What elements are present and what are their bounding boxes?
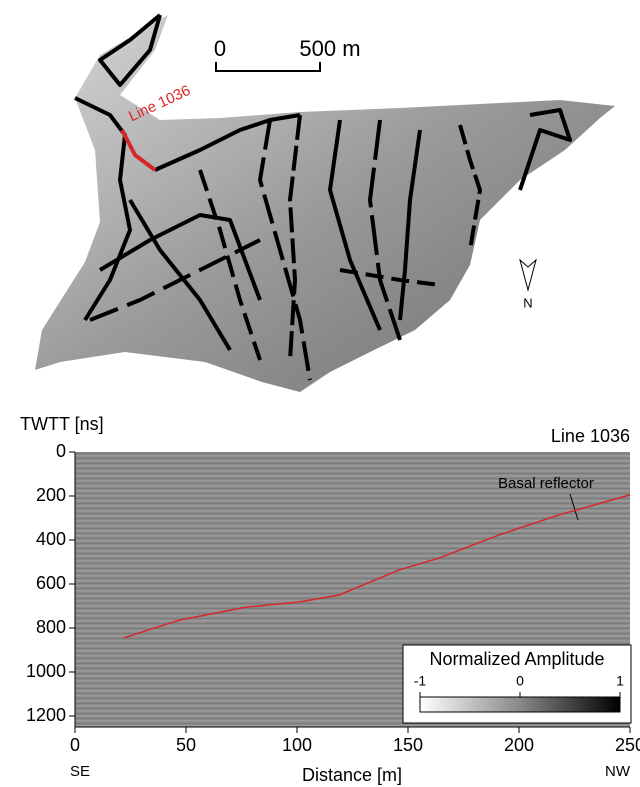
scale-bar	[215, 62, 321, 72]
annotation-leader	[569, 493, 579, 521]
survey-lines	[74, 13, 572, 381]
x-tick-label: 0	[70, 735, 80, 755]
x-axis-label: Distance [m]	[302, 765, 402, 785]
scale-start: 0	[214, 36, 226, 61]
y-tick-label: 600	[36, 573, 66, 593]
right-label: NW	[605, 763, 631, 780]
colorbar-tick-label: 0	[516, 673, 524, 689]
y-tick-label: 800	[36, 617, 66, 637]
scale-end: 500 m	[299, 36, 360, 61]
annotation: Basal reflector	[498, 475, 594, 492]
north-arrow	[519, 258, 537, 292]
line-label: Line 1036	[126, 82, 193, 125]
basal-reflector	[123, 494, 631, 639]
x-tick-label: 150	[393, 735, 423, 755]
left-label: SE	[70, 763, 90, 780]
y-tick-label: 1000	[26, 661, 66, 681]
x-tick-label: 200	[504, 735, 534, 755]
colorbar	[419, 696, 621, 713]
y-axis-label: TWTT [ns]	[20, 414, 104, 434]
x-tick-label: 250	[615, 735, 640, 755]
chart-title: Line 1036	[551, 426, 630, 446]
hillshade	[35, 15, 615, 392]
y-tick-label: 400	[36, 529, 66, 549]
y-tick-label: 200	[36, 485, 66, 505]
map: Line 1036 0 500 m N	[35, 13, 615, 392]
colorbar-label: Normalized Amplitude	[429, 649, 604, 669]
x-tick-label: 50	[176, 735, 196, 755]
y-tick-label: 1200	[26, 705, 66, 725]
colorbar-tick-label: 1	[616, 673, 624, 689]
selected-line	[120, 129, 157, 172]
x-tick-label: 100	[282, 735, 312, 755]
colorbar-tick-label: -1	[414, 673, 427, 689]
y-tick-label: 0	[56, 441, 66, 461]
radargram: TWTT [ns] Line 1036 Distance [m] SE NW B…	[20, 414, 640, 785]
north-label: N	[523, 295, 532, 310]
